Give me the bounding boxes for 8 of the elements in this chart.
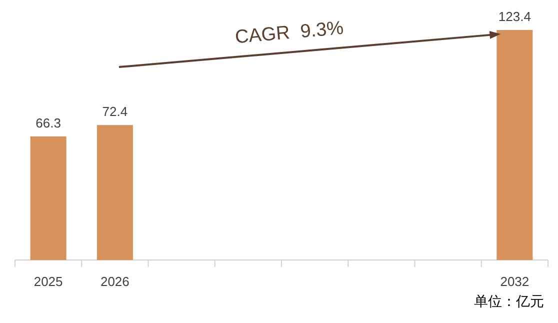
annotation: CAGR 9.3%: [234, 18, 345, 48]
data-label: 72.4: [102, 104, 128, 120]
x-tick-label: 2026: [100, 274, 130, 289]
data-label: 123.4: [498, 9, 531, 24]
x-tick-label: 2032: [500, 274, 530, 289]
text: 单位：亿元: [474, 294, 544, 310]
data-label: 66.3: [36, 115, 61, 130]
x-tick-label: 2025: [34, 274, 63, 289]
